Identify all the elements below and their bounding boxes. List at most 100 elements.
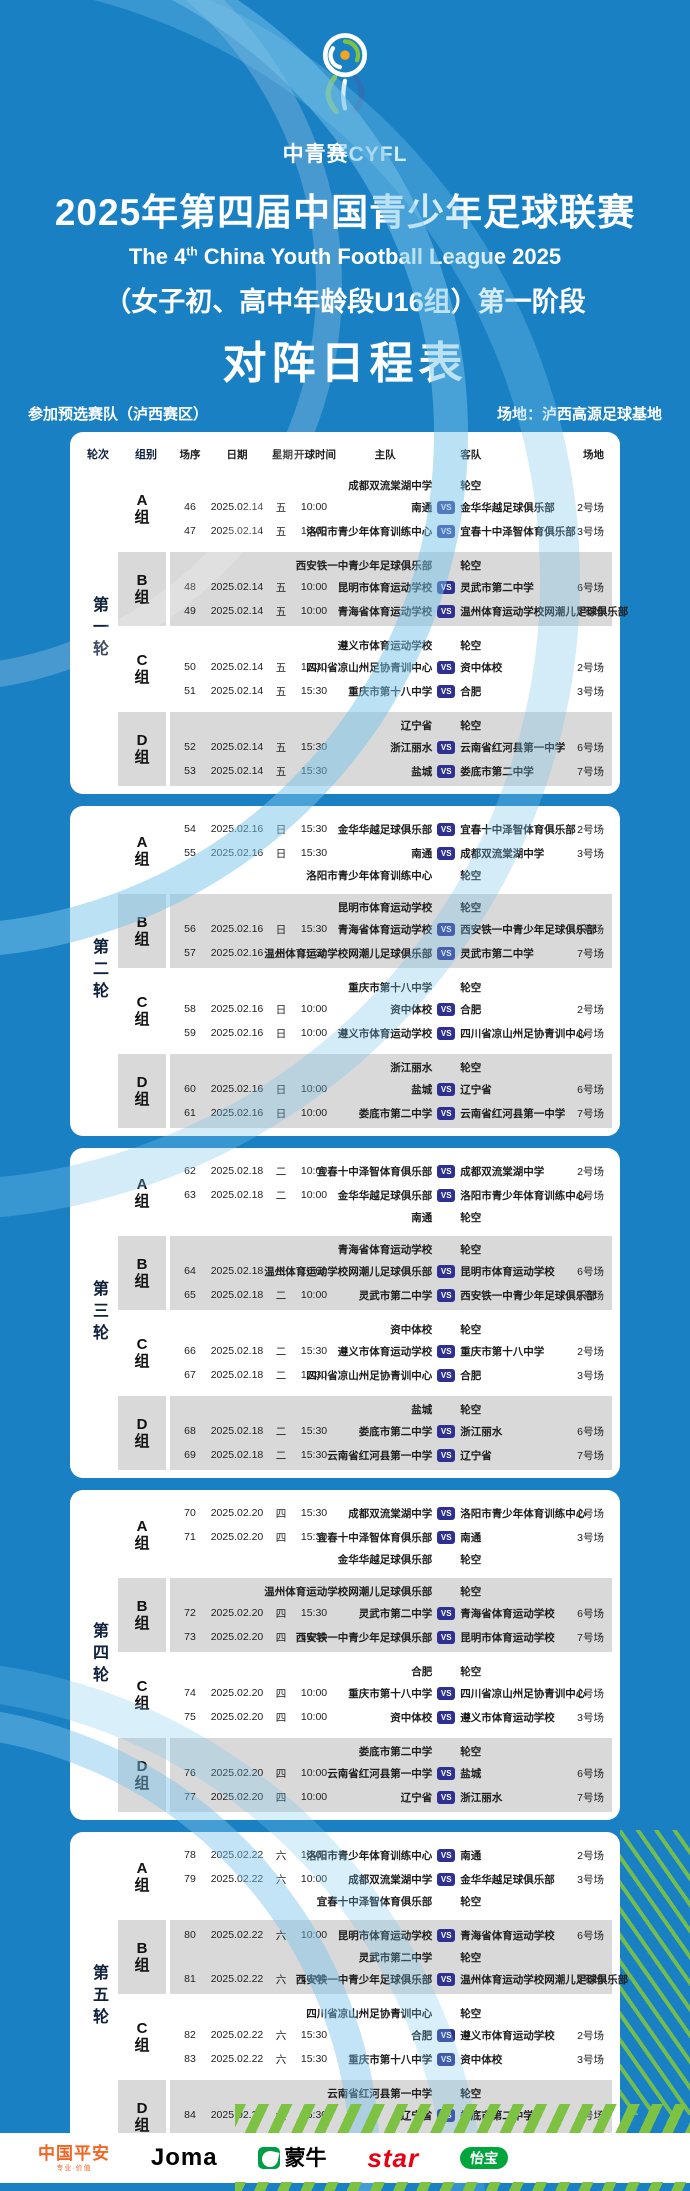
match-dow: 二 — [275, 1345, 287, 1358]
match-venue: 2号场 — [577, 1165, 604, 1178]
round-body: 第四轮 A 组 70 2025.02.20 四 15:30 成都双流棠湖中学 VS 洛阳市青少年体… — [78, 1498, 612, 1812]
vs-badge: VS — [437, 1686, 456, 1700]
match-time: 15:30 — [300, 685, 328, 697]
match-time: 15:30 — [300, 1449, 328, 1461]
match-dow: 二 — [275, 1369, 287, 1382]
match-date: 2025.02.22 — [210, 2029, 264, 2041]
venue-note: 场地：泸西高源足球基地 — [496, 406, 662, 423]
match-time: 15:30 — [300, 1425, 328, 1437]
bye-team: 成都双流棠湖中学 — [348, 479, 433, 492]
bye-row: 灵武市第二中学 轮空 — [178, 1947, 604, 1967]
match-time: 15:30 — [300, 1631, 328, 1643]
match-row: 62 2025.02.18 二 10:00 宜春十中泽智体育俱乐部 VS 成都双流棠湖中学 2… — [178, 1159, 604, 1183]
match-venue: 6号场 — [577, 741, 604, 754]
away-team: 灵武市第二中学 — [460, 581, 534, 594]
group-block: D 组 盐城 轮空 68 2025.02.18 二 15:30 娄底市第二中学 VS 浙江丽水 6号场… — [118, 1396, 612, 1470]
page-title-cn: 2025年第四届中国青少年足球联赛 — [54, 192, 636, 233]
match-time: 10:00 — [300, 1767, 328, 1779]
bye-team: 金华华越足球俱乐部 — [337, 1553, 433, 1566]
match-row: 70 2025.02.20 四 15:30 成都双流棠湖中学 VS 洛阳市青少年体育训练中心… — [178, 1501, 604, 1525]
match-no: 74 — [184, 1687, 196, 1699]
match-row: 83 2025.02.22 六 15:30 重庆市第十八中学 VS 资中体校 3号场 — [178, 2047, 604, 2071]
group-suffix: 组 — [134, 1535, 150, 1552]
match-date: 2025.02.16 — [210, 947, 264, 959]
match-dow: 六 — [275, 2053, 287, 2066]
bye-label: 轮空 — [460, 1951, 482, 1964]
away-team: 合肥 — [460, 1369, 482, 1382]
away-team: 南通 — [460, 1849, 482, 1862]
group-suffix: 组 — [134, 1353, 150, 1370]
match-dow: 日 — [275, 1083, 287, 1096]
match-no: 80 — [184, 1929, 196, 1941]
match-date: 2025.02.14 — [210, 741, 264, 753]
match-venue: 2号场 — [577, 1003, 604, 1016]
vs-badge: VS — [437, 1424, 456, 1438]
vs-badge: VS — [437, 1872, 456, 1886]
bye-row: 遵义市体育运动学校 轮空 — [178, 635, 604, 655]
group-letter: D — [136, 1073, 148, 1091]
match-venue: 3号场 — [577, 1189, 604, 1202]
match-dow: 四 — [275, 1711, 287, 1724]
group-letter: A — [136, 1517, 148, 1535]
group-letter: A — [136, 1175, 148, 1193]
vs-badge: VS — [437, 1506, 456, 1520]
match-no: 72 — [184, 1607, 196, 1619]
home-team: 四川省凉山州足协青训中心 — [306, 661, 433, 674]
col-header-dow: 星期 — [272, 448, 293, 461]
match-row: 80 2025.02.22 六 10:00 昆明市体育运动学校 VS 青海省体育运动学校 6号… — [178, 1923, 604, 1947]
group-letter: C — [136, 993, 148, 1011]
sponsor-mengniu-name: 蒙牛 — [284, 2146, 327, 2170]
group-rows: 80 2025.02.22 六 10:00 昆明市体育运动学校 VS 青海省体育运动学校 6号… — [170, 1920, 628, 1994]
green-stripes-decoration — [235, 2182, 690, 2191]
match-row: 53 2025.02.14 五 15:30 盐城 VS 娄底市第二中学 7号场 — [178, 759, 604, 783]
bye-row: 浙江丽水 轮空 — [178, 1057, 604, 1077]
col-header-date: 日期 — [226, 448, 248, 461]
match-dow: 五 — [275, 581, 287, 594]
match-no: 51 — [184, 685, 196, 697]
page-subtitle: （女子初、高中年龄段U16组）第一阶段 — [104, 287, 586, 317]
match-venue: 7号场 — [577, 605, 604, 618]
match-row: 75 2025.02.20 四 10:00 资中体校 VS 遵义市体育运动学校 3号场 — [178, 1705, 604, 1729]
match-date: 2025.02.18 — [210, 1449, 264, 1461]
home-team: 娄底市第二中学 — [358, 1425, 433, 1438]
match-no: 49 — [184, 605, 196, 617]
match-dow: 四 — [275, 1607, 287, 1620]
match-dow: 五 — [275, 765, 287, 778]
match-time: 10:00 — [300, 1289, 328, 1301]
match-date: 2025.02.18 — [210, 1369, 264, 1381]
match-time: 10:00 — [300, 501, 328, 513]
bye-row: 成都双流棠湖中学 轮空 — [178, 475, 604, 495]
match-row: 58 2025.02.16 日 10:00 资中体校 VS 合肥 2号场 — [178, 997, 604, 1021]
match-venue: 7号场 — [577, 765, 604, 778]
vs-badge: VS — [437, 1106, 456, 1120]
home-team: 合肥 — [411, 2029, 433, 2042]
bye-label: 轮空 — [460, 1585, 482, 1598]
match-time: 10:00 — [300, 1189, 328, 1201]
bye-team: 宜春十中泽智体育俱乐部 — [316, 1895, 433, 1908]
group-letter: C — [136, 2019, 148, 2037]
match-date: 2025.02.18 — [210, 1265, 264, 1277]
away-team: 温州体育运动学校网潮儿足球俱乐部 — [460, 605, 629, 618]
group-block: D 组 浙江丽水 轮空 60 2025.02.16 日 10:00 盐城 VS 辽宁省 6号场 61 20… — [118, 1054, 612, 1128]
match-no: 60 — [184, 1083, 196, 1095]
match-venue: 2号场 — [577, 1849, 604, 1862]
bye-row: 四川省凉山州足协青训中心 轮空 — [178, 2003, 604, 2023]
sponsor-pingan-tagline: 专业·价值 — [56, 2164, 92, 2172]
group-suffix: 组 — [134, 1957, 150, 1974]
group-suffix: 组 — [134, 1775, 150, 1792]
match-row: 63 2025.02.18 二 10:00 金华华越足球俱乐部 VS 洛阳市青少年体育训练中… — [178, 1183, 604, 1207]
group-block: B 组青海省体育运动学校 轮空 64 2025.02.18 二 10:00 温州体育运动学校网… — [118, 1236, 612, 1310]
match-no: 82 — [184, 2029, 196, 2041]
round-label: 第三轮 — [78, 1156, 118, 1470]
bye-label: 轮空 — [460, 1243, 482, 1256]
match-date: 2025.02.14 — [210, 685, 264, 697]
group-block: D 组娄底市第二中学 轮空 76 2025.02.20 四 10:00 云南省红河县第一中学 V… — [118, 1738, 612, 1812]
away-team: 洛阳市青少年体育训练中心 — [460, 1189, 587, 1202]
match-venue: 3号场 — [577, 1711, 604, 1724]
group-rows: 青海省体育运动学校 轮空 64 2025.02.18 二 10:00 温州体育运动学校网潮儿… — [170, 1236, 612, 1310]
group-block: C 组 四川省凉山州足协青训中心 轮空 82 2025.02.22 六 15:30 合肥 VS 遵义… — [118, 2000, 612, 2074]
bye-team: 四川省凉山州足协青训中心 — [306, 2007, 433, 2020]
